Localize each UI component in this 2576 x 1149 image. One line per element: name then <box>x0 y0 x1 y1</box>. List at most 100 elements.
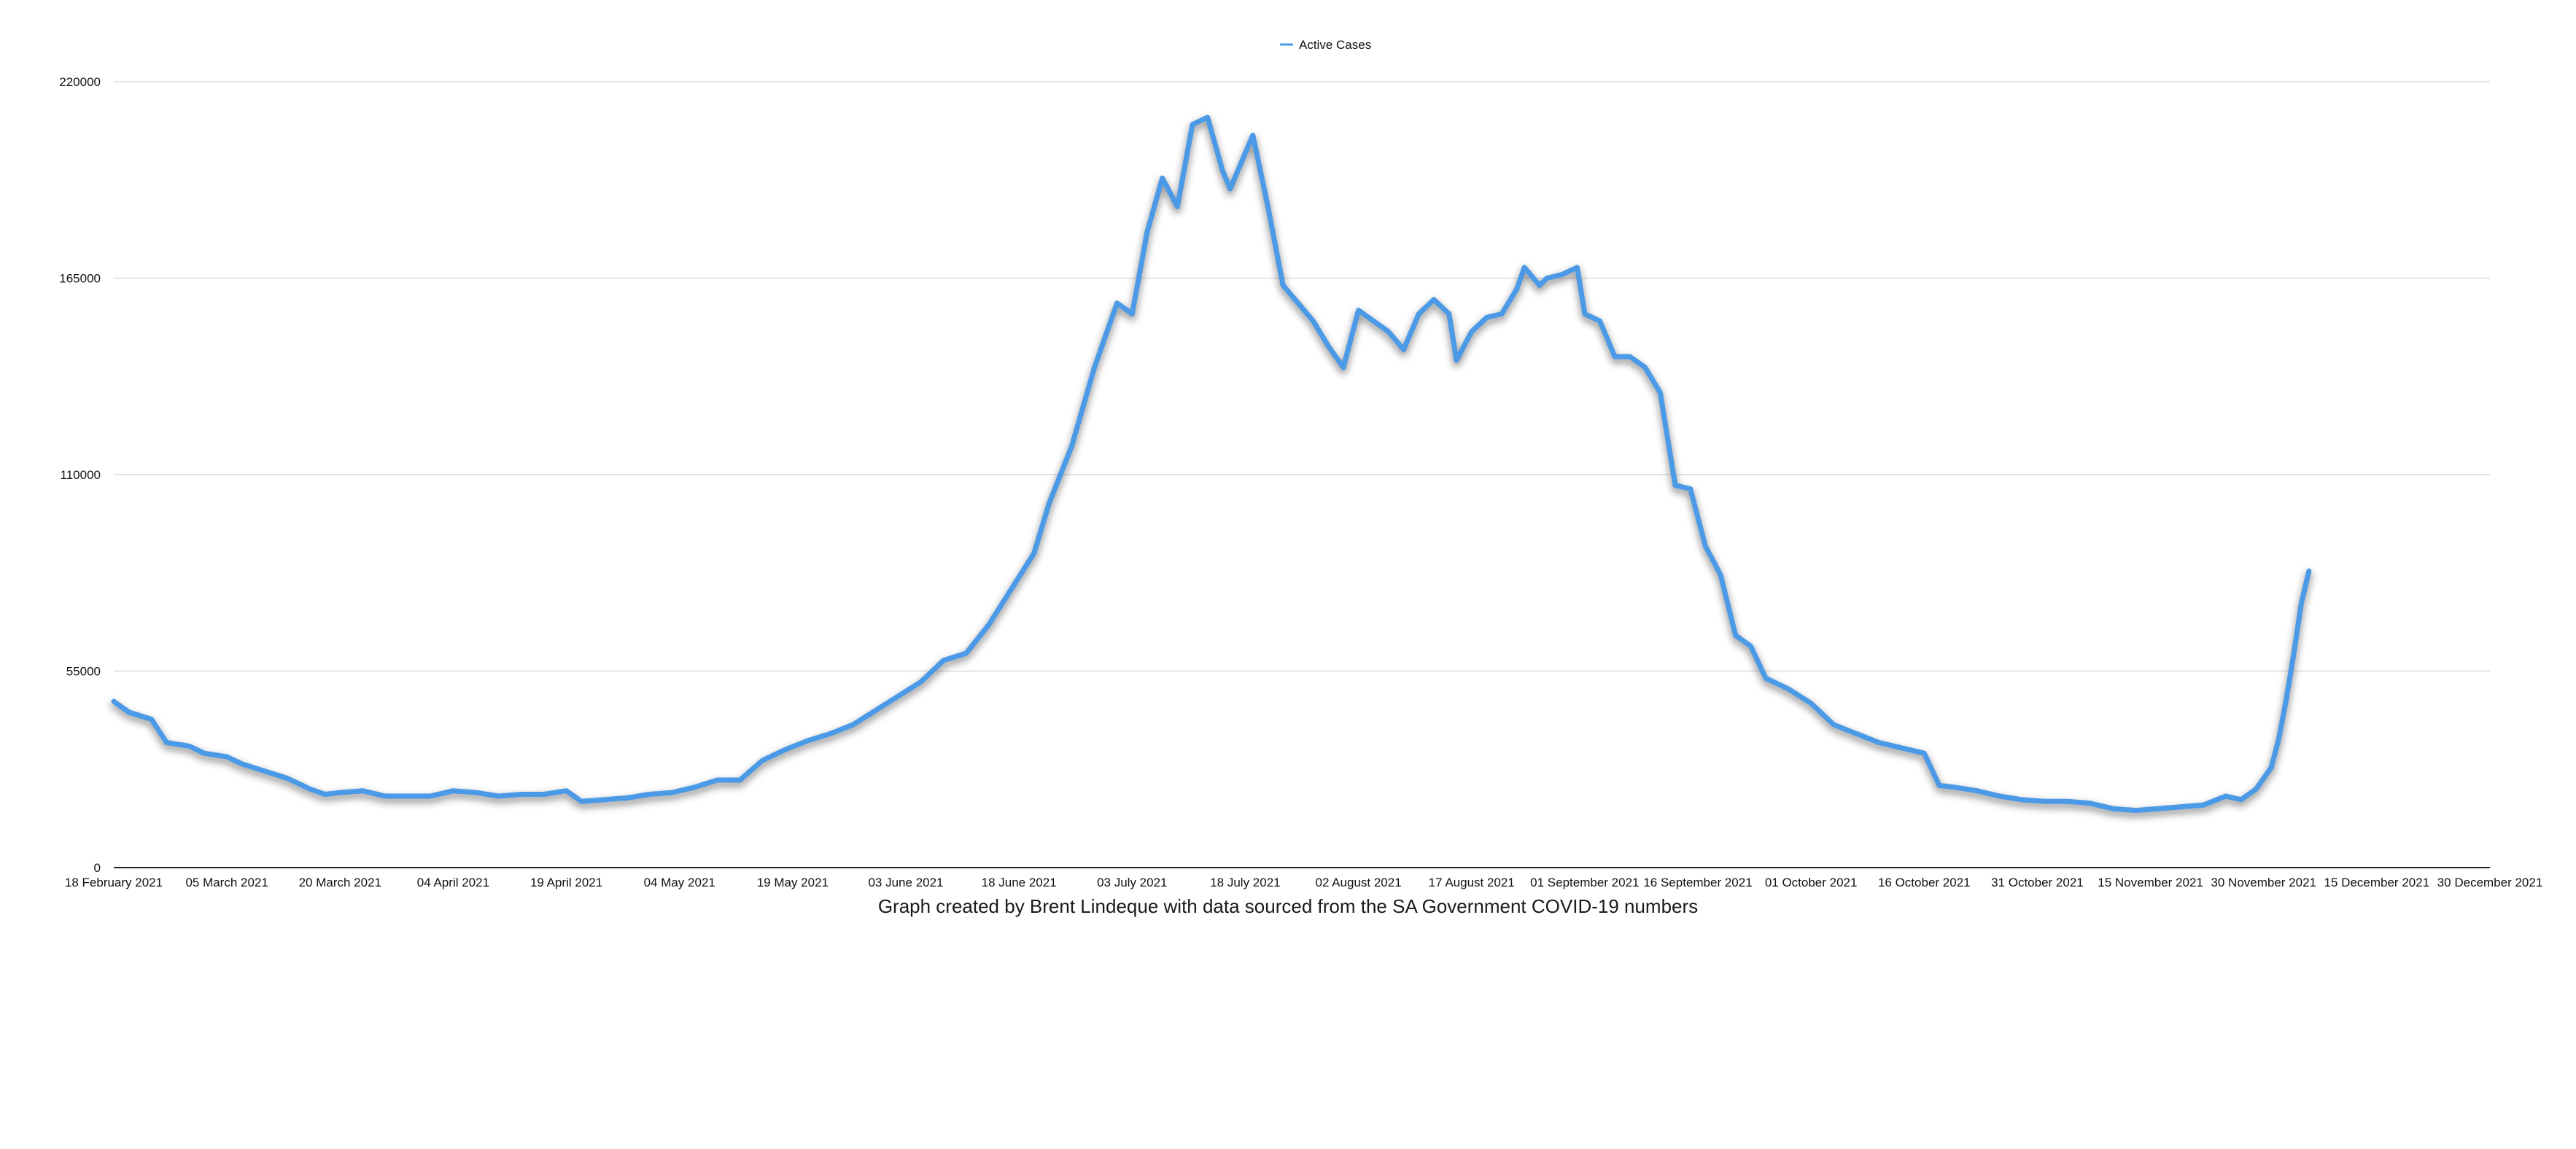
data-point <box>1356 308 1361 313</box>
data-point <box>1190 122 1195 127</box>
data-point <box>1627 354 1632 359</box>
data-point <box>1130 311 1135 316</box>
data-point <box>1205 115 1210 120</box>
data-point <box>1597 319 1602 324</box>
x-tick-label: 03 June 2021 <box>868 876 943 889</box>
data-point <box>1703 544 1708 548</box>
data-point <box>1718 572 1723 577</box>
data-point <box>239 761 244 766</box>
data-point <box>2020 797 2025 802</box>
x-tick-label: 01 September 2021 <box>1530 876 1639 889</box>
data-point <box>2155 806 2160 811</box>
data-point <box>873 708 878 713</box>
data-point <box>1265 204 1270 209</box>
data-point <box>670 790 675 795</box>
x-tick-label: 30 December 2021 <box>2437 876 2543 889</box>
data-point <box>564 788 569 793</box>
data-point <box>1831 722 1836 727</box>
data-point <box>360 788 365 793</box>
x-tick-label: 18 June 2021 <box>982 876 1057 889</box>
data-point <box>1514 287 1519 292</box>
data-point <box>1733 633 1738 638</box>
data-point <box>2178 804 2183 809</box>
data-point <box>2306 569 2311 574</box>
data-point <box>2269 765 2274 770</box>
data-point <box>2238 797 2243 802</box>
data-point <box>1009 586 1014 591</box>
data-point <box>1545 276 1550 281</box>
data-point <box>828 731 833 736</box>
data-point <box>1227 187 1233 191</box>
data-point <box>1997 794 2002 798</box>
data-point <box>2065 799 2070 804</box>
data-point <box>1537 283 1542 288</box>
x-tick-label: 20 March 2021 <box>299 876 381 889</box>
y-tick-label: 55000 <box>66 665 101 679</box>
data-point <box>1484 315 1489 320</box>
x-tick-label: 18 February 2021 <box>65 876 163 889</box>
series-layer <box>110 114 2313 818</box>
legend-label-active-cases: Active Cases <box>1299 38 1371 52</box>
y-tick-label: 110000 <box>61 468 101 482</box>
data-point <box>2292 651 2297 655</box>
data-point <box>451 788 456 793</box>
data-point <box>126 709 131 714</box>
x-tick-label: 04 April 2021 <box>417 876 489 889</box>
data-point <box>2299 601 2304 606</box>
data-point <box>1047 501 1052 506</box>
data-point <box>1582 311 1587 316</box>
data-point <box>428 794 433 798</box>
data-point <box>647 792 652 797</box>
data-point <box>1500 311 1505 316</box>
x-tick-label: 19 May 2021 <box>757 876 829 889</box>
y-tick-label: 165000 <box>59 272 101 286</box>
data-point <box>338 790 343 795</box>
data-point <box>1220 168 1225 174</box>
data-point <box>1371 319 1376 324</box>
data-point <box>2276 736 2281 741</box>
data-point <box>1401 347 1406 352</box>
x-axis-tick-labels: 18 February 2021 05 March 2021 20 March 20… <box>65 876 2542 889</box>
data-point <box>1673 483 1677 488</box>
data-point <box>2087 801 2092 806</box>
data-point <box>2254 787 2259 792</box>
data-point <box>1295 300 1300 305</box>
data-point <box>850 722 856 727</box>
data-point <box>322 792 327 797</box>
x-tick-label: 17 August 2021 <box>1429 876 1515 889</box>
data-point <box>1386 330 1391 334</box>
x-tick-label: 16 October 2021 <box>1878 876 1971 889</box>
data-point <box>805 739 810 743</box>
data-point <box>715 778 720 782</box>
data-point <box>783 747 788 752</box>
x-tick-label: 19 April 2021 <box>530 876 602 889</box>
legend: Active Cases <box>1280 38 1371 52</box>
data-point <box>1613 354 1618 359</box>
data-point <box>2110 806 2115 811</box>
x-tick-label: 04 May 2021 <box>644 876 715 889</box>
data-point <box>1250 133 1255 138</box>
data-point <box>519 792 524 797</box>
data-point <box>1658 390 1663 395</box>
data-point <box>1416 311 1421 316</box>
series-line-active-cases <box>111 114 2312 814</box>
x-tick-label: 18 July 2021 <box>1210 876 1280 889</box>
x-tick-label: 02 August 2021 <box>1315 876 1401 889</box>
data-point <box>202 751 207 756</box>
data-point <box>1469 330 1474 334</box>
data-point <box>1952 784 1957 790</box>
data-point <box>1974 788 1979 793</box>
data-point <box>1522 265 1527 270</box>
data-point <box>1326 343 1331 348</box>
data-point <box>1281 283 1286 288</box>
x-tick-label: 15 December 2021 <box>2324 876 2430 889</box>
data-point <box>164 740 169 745</box>
y-tick-label: 0 <box>94 861 101 875</box>
horizontal-gridlines <box>114 81 2490 672</box>
data-point <box>1922 751 1927 756</box>
data-point <box>1175 204 1180 209</box>
data-point <box>1114 300 1120 305</box>
data-point <box>1748 644 1753 649</box>
data-point <box>2224 794 2228 798</box>
data-point <box>692 784 697 790</box>
